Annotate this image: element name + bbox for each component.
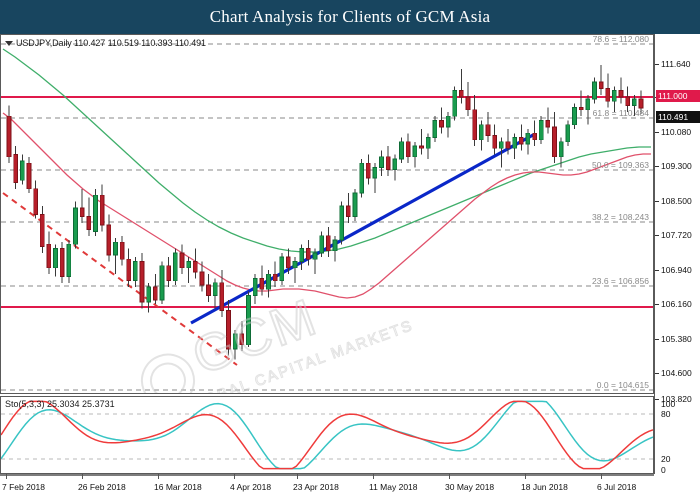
- axis-tick-5: 107.720: [661, 230, 692, 240]
- fib-lines: [1, 43, 653, 391]
- ask-price-label: 111.000: [656, 90, 700, 102]
- fib-label-236: 23.6 = 106.856: [592, 276, 649, 286]
- chart-frame: GCM GLOBAL CAPITAL MARKETS: [0, 34, 700, 500]
- axis-tick-6: 106.940: [661, 265, 692, 275]
- fib-label-618: 61.8 = 110.484: [592, 108, 649, 118]
- price-plot: [1, 43, 653, 391]
- time-axis-rule: [0, 474, 654, 476]
- support-resistance-lines: [1, 96, 653, 308]
- bid-price-label: 110.491: [656, 111, 700, 123]
- axis-tick-4: 108.500: [661, 196, 692, 206]
- stochastic-plot: [1, 400, 653, 470]
- fib-label-000: 0.0 = 104.615: [596, 380, 649, 390]
- symbol-info-label[interactable]: USDJPY,Daily 110.427 110.519 110.393 110…: [5, 38, 206, 48]
- fib-label-786: 78.6 = 112.080: [592, 34, 649, 44]
- ma-fast-line: [2, 112, 651, 299]
- axis-tick-2: 110.080: [661, 127, 692, 137]
- time-label-3: 4 Apr 2018: [230, 482, 272, 492]
- stochastic-pane[interactable]: Sto(5,3,3) 25.3034 25.3731: [0, 396, 654, 474]
- sto-level-80: 80: [661, 409, 671, 419]
- sto-d-line: [1, 400, 653, 470]
- axis-tick-0: 111.640: [661, 59, 691, 69]
- sto-k-line: [1, 400, 653, 470]
- sto-level-0: 0: [661, 465, 666, 475]
- price-chart-pane[interactable]: GCM GLOBAL CAPITAL MARKETS: [0, 34, 654, 394]
- time-label-2: 16 Mar 2018: [154, 482, 202, 492]
- time-label-6: 30 May 2018: [445, 482, 495, 492]
- page-title: Chart Analysis for Clients of GCM Asia: [209, 7, 491, 26]
- price-axis[interactable]: 111.640 110.880 110.080 109.300 108.500 …: [654, 34, 700, 475]
- time-label-4: 23 Apr 2018: [293, 482, 339, 492]
- axis-tick-7: 106.160: [661, 299, 692, 309]
- axis-tick-9: 104.600: [661, 368, 692, 378]
- time-label-7: 18 Jun 2018: [521, 482, 568, 492]
- axis-tick-8: 105.380: [661, 334, 692, 344]
- time-axis[interactable]: 7 Feb 2018 26 Feb 2018 16 Mar 2018 4 Apr…: [0, 474, 700, 500]
- chevron-down-icon[interactable]: [5, 41, 13, 47]
- time-label-5: 11 May 2018: [369, 482, 418, 492]
- axis-tick-3: 109.300: [661, 161, 692, 171]
- fib-label-500: 50.0 = 109.363: [592, 160, 649, 170]
- sto-level-20: 20: [661, 454, 671, 464]
- time-label-0: 7 Feb 2018: [2, 482, 46, 492]
- symbol-info-text: USDJPY,Daily 110.427 110.519 110.393 110…: [16, 38, 206, 48]
- time-label-8: 6 Jul 2018: [597, 482, 637, 492]
- axis-tick-10: 103.820: [661, 394, 692, 404]
- header-bar: Chart Analysis for Clients of GCM Asia: [0, 0, 700, 34]
- fib-label-382: 38.2 = 108.243: [592, 212, 649, 222]
- sto-level-100: 100: [661, 399, 676, 409]
- candlestick-series: [6, 64, 644, 360]
- stochastic-info-label: Sto(5,3,3) 25.3034 25.3731: [5, 399, 115, 409]
- time-label-1: 26 Feb 2018: [78, 482, 126, 492]
